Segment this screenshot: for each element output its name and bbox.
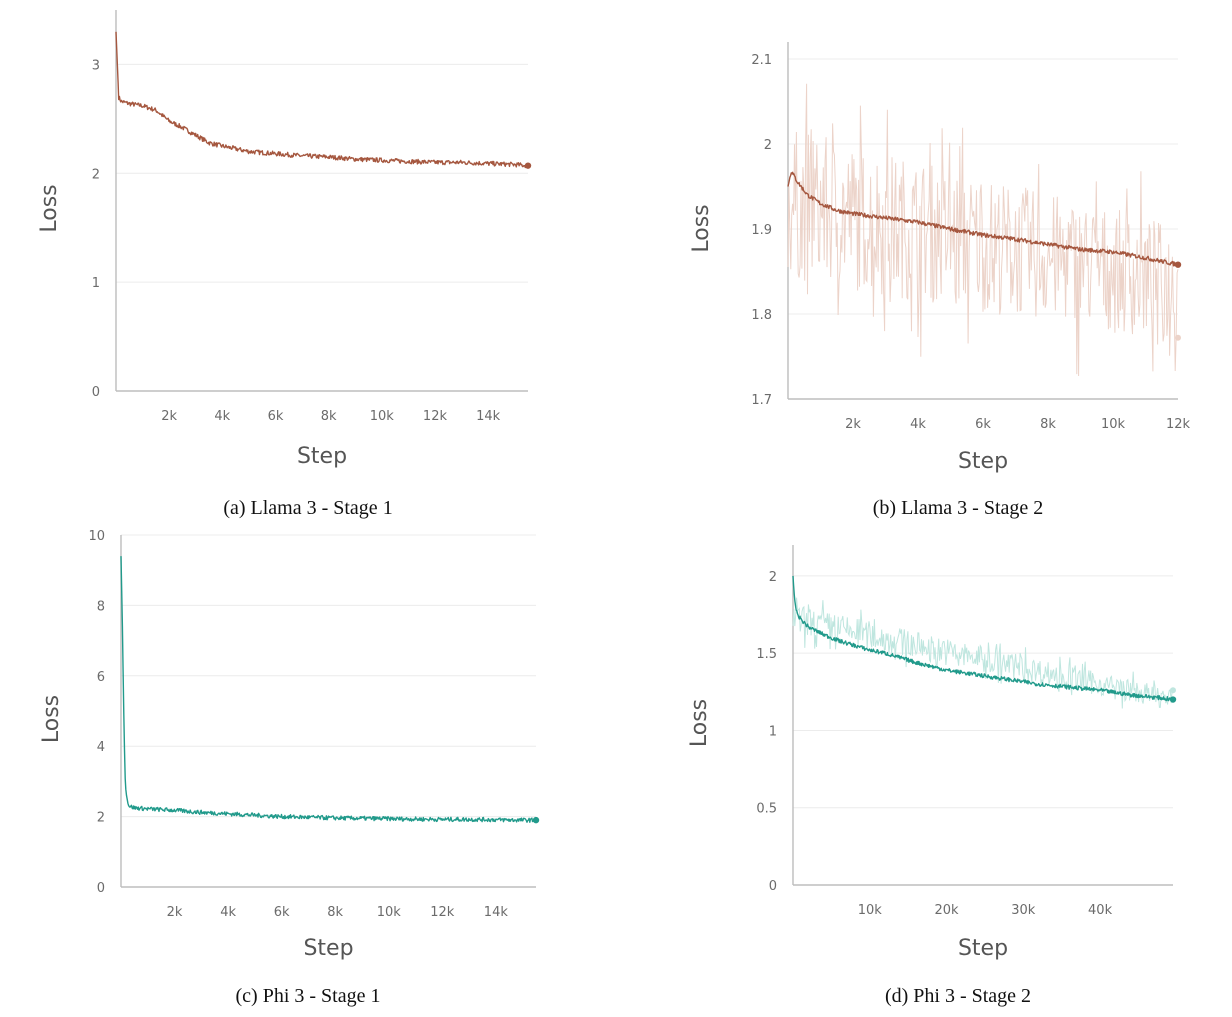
x-tick-label: 2k bbox=[161, 409, 177, 424]
loss-end-point bbox=[1174, 261, 1182, 268]
chart-panel-phi3-stage1: 0 2 4 6 8 10 2k 4k 6k 8k 10k 12k 14k Step Loss (c) Phi… bbox=[0, 525, 616, 1017]
raw-end-point bbox=[1170, 687, 1176, 694]
chart-phi3-stage1: 0 2 4 6 8 10 2k 4k 6k 8k 10k 12k 14k Step Loss bbox=[39, 529, 540, 961]
x-tick-label: 10k bbox=[858, 903, 883, 918]
y-tick-label: 2.1 bbox=[751, 53, 772, 68]
loss-line bbox=[120, 556, 537, 823]
raw-end-point bbox=[1175, 334, 1181, 341]
x-tick-label: 4k bbox=[220, 905, 236, 920]
y-tick-label: 1.8 bbox=[751, 308, 772, 323]
x-tick-label: 12k bbox=[430, 905, 455, 920]
y-axis-label: Loss bbox=[687, 699, 712, 747]
x-tick-label: 14k bbox=[484, 905, 509, 920]
y-tick-label: 1 bbox=[769, 724, 777, 739]
loss-line bbox=[115, 31, 529, 169]
y-tick-label: 2 bbox=[769, 570, 777, 585]
x-tick-label: 10k bbox=[370, 409, 395, 424]
y-tick-label: 1.9 bbox=[751, 223, 772, 238]
x-tick-label: 12k bbox=[1166, 417, 1191, 432]
chart-caption: (a) Llama 3 - Stage 1 bbox=[223, 497, 393, 519]
x-tick-label: 4k bbox=[214, 409, 230, 424]
y-tick-label: 1.7 bbox=[751, 393, 772, 408]
y-tick-label: 0.5 bbox=[756, 802, 777, 817]
y-axis-label: Loss bbox=[37, 184, 62, 232]
x-axis-label: Step bbox=[958, 936, 1008, 961]
x-tick-label: 2k bbox=[167, 905, 183, 920]
y-tick-label: 3 bbox=[92, 58, 100, 73]
y-tick-label: 2 bbox=[764, 138, 772, 153]
y-tick-label: 0 bbox=[97, 881, 105, 896]
x-tick-label: 6k bbox=[274, 905, 290, 920]
x-tick-label: 10k bbox=[1101, 417, 1126, 432]
chart-panel-phi3-stage2: 0 0.5 1 1.5 2 10k 20k 30k 40k Step Loss (d) Phi 3 … bbox=[616, 525, 1232, 1017]
chart-llama3-stage1: 0 1 2 3 2k 4k 6k 8k 10k 12k 14k Step Loss bbox=[37, 10, 532, 469]
x-tick-label: 6k bbox=[268, 409, 284, 424]
y-tick-label: 1 bbox=[92, 276, 100, 291]
chart-caption: (b) Llama 3 - Stage 2 bbox=[872, 497, 1044, 519]
x-tick-label: 4k bbox=[910, 417, 926, 432]
chart-phi3-stage2: 0 0.5 1 1.5 2 10k 20k 30k 40k Step Loss bbox=[687, 545, 1177, 961]
y-tick-label: 4 bbox=[97, 740, 105, 755]
raw-loss-line bbox=[792, 597, 1174, 709]
chart-caption: (c) Phi 3 - Stage 1 bbox=[235, 985, 381, 1007]
y-axis-label: Loss bbox=[39, 695, 64, 743]
y-axis-label: Loss bbox=[689, 204, 714, 252]
y-tick-label: 0 bbox=[92, 385, 100, 400]
x-tick-label: 6k bbox=[975, 417, 991, 432]
chart-panel-llama3-stage1: 0 1 2 3 2k 4k 6k 8k 10k 12k 14k Step Loss (a) Llama … bbox=[0, 0, 616, 525]
y-tick-label: 10 bbox=[88, 529, 105, 544]
x-tick-label: 10k bbox=[377, 905, 402, 920]
y-tick-label: 6 bbox=[97, 670, 105, 685]
y-tick-label: 2 bbox=[92, 167, 100, 182]
x-tick-label: 8k bbox=[1040, 417, 1056, 432]
x-tick-label: 8k bbox=[321, 409, 337, 424]
x-tick-label: 20k bbox=[934, 903, 959, 918]
x-tick-label: 8k bbox=[327, 905, 343, 920]
loss-end-point bbox=[524, 162, 532, 169]
chart-panel-llama3-stage2: 1.7 1.8 1.9 2 2.1 2k 4k 6k 8k 10k 12k Step Loss (b) … bbox=[616, 0, 1232, 525]
y-tick-label: 1.5 bbox=[756, 647, 777, 662]
chart-llama3-stage2: 1.7 1.8 1.9 2 2.1 2k 4k 6k 8k 10k 12k Step Loss bbox=[689, 42, 1191, 474]
loss-line bbox=[787, 171, 1179, 267]
y-tick-label: 2 bbox=[97, 811, 105, 826]
x-tick-label: 40k bbox=[1088, 903, 1113, 918]
loss-end-point bbox=[1169, 696, 1177, 703]
x-tick-label: 2k bbox=[845, 417, 861, 432]
y-tick-label: 8 bbox=[97, 599, 105, 614]
loss-line bbox=[792, 575, 1174, 702]
x-axis-label: Step bbox=[297, 444, 347, 469]
x-tick-label: 30k bbox=[1011, 903, 1036, 918]
raw-loss-line bbox=[787, 83, 1179, 377]
x-axis-label: Step bbox=[303, 936, 353, 961]
chart-caption: (d) Phi 3 - Stage 2 bbox=[884, 985, 1032, 1007]
x-tick-label: 12k bbox=[423, 409, 448, 424]
y-tick-label: 0 bbox=[769, 879, 777, 894]
x-tick-label: 14k bbox=[476, 409, 501, 424]
loss-end-point bbox=[532, 816, 540, 824]
x-axis-label: Step bbox=[958, 449, 1008, 474]
